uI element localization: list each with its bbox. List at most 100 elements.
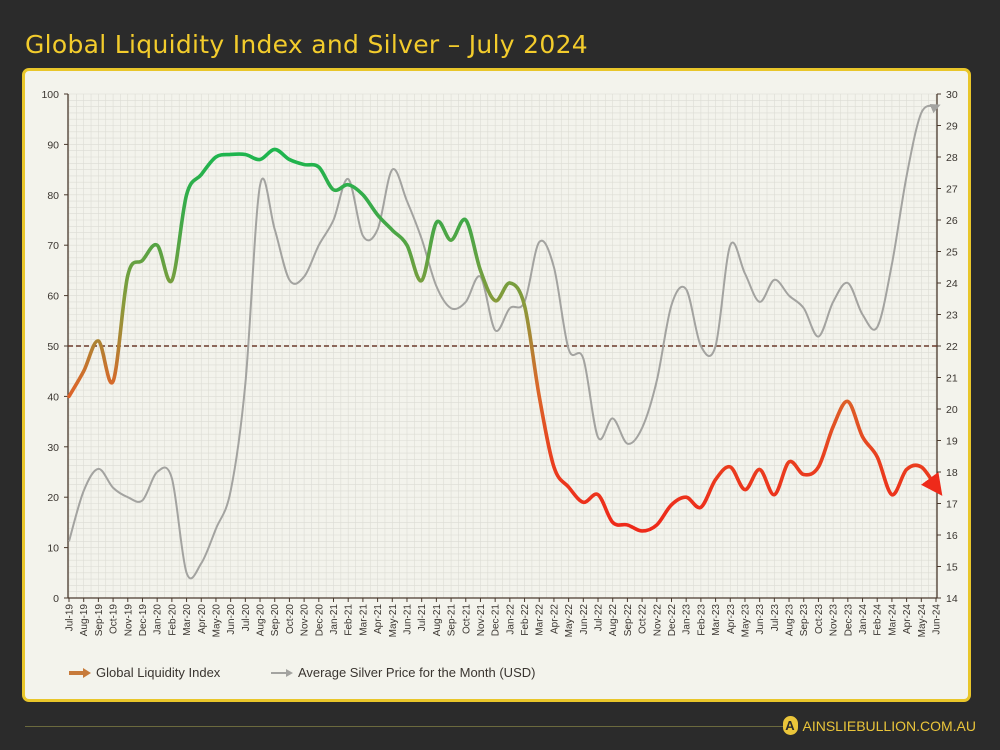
x-tick-label: Aug-23 — [785, 604, 796, 637]
x-tick-label: May-23 — [740, 604, 751, 638]
x-tick-label: Dec-21 — [491, 604, 502, 637]
x-tick-label: Aug-19 — [79, 604, 90, 637]
right-tick-label: 26 — [946, 215, 958, 227]
brand-logo[interactable]: A AINSLIEBULLION.COM.AU — [782, 716, 977, 735]
x-tick-label: Apr-23 — [726, 604, 737, 634]
x-tick-label: Jun-22 — [579, 604, 590, 635]
right-tick-label: 30 — [946, 89, 958, 101]
left-tick-label: 90 — [47, 139, 59, 151]
right-tick-label: 16 — [946, 530, 958, 542]
x-tick-label: May-22 — [564, 604, 575, 638]
right-tick-label: 22 — [946, 341, 958, 353]
x-tick-label: Sep-19 — [94, 604, 105, 637]
x-tick-label: Jan-21 — [329, 604, 340, 635]
x-tick-label: Mar-21 — [358, 604, 369, 636]
x-tick-label: Jun-24 — [932, 604, 943, 635]
right-tick-label: 18 — [946, 467, 958, 479]
grid — [68, 93, 937, 599]
x-tick-label: Dec-23 — [843, 604, 854, 637]
left-tick-label: 40 — [47, 391, 59, 403]
footer-divider — [25, 726, 783, 727]
x-tick-label: Feb-24 — [873, 604, 884, 636]
x-tick-label: Jul-23 — [770, 604, 781, 632]
x-tick-label: Oct-19 — [109, 604, 120, 634]
x-tick-label: Mar-22 — [535, 604, 546, 636]
left-tick-label: 70 — [47, 240, 59, 252]
x-tick-label: May-21 — [388, 604, 399, 638]
legend-item-silver: Average Silver Price for the Month (USD) — [270, 665, 535, 680]
global-liquidity-index-line — [67, 147, 943, 533]
x-tick-label: Aug-22 — [608, 604, 619, 637]
x-tick-label: Feb-21 — [344, 604, 355, 636]
x-tick-label: Jul-19 — [65, 604, 76, 632]
right-tick-label: 17 — [946, 499, 958, 511]
x-tick-label: Dec-19 — [138, 604, 149, 637]
right-tick-label: 29 — [946, 121, 958, 133]
right-tick-label: 27 — [946, 184, 958, 196]
x-tick-label: Sep-22 — [623, 604, 634, 637]
x-tick-label: Aug-20 — [256, 604, 267, 637]
right-tick-label: 28 — [946, 152, 958, 164]
left-tick-label: 0 — [53, 593, 59, 605]
x-tick-label: Apr-22 — [549, 604, 560, 634]
right-tick-label: 19 — [946, 436, 958, 448]
legend-label: Global Liquidity Index — [96, 665, 221, 680]
tick-labels: 0 10 20 30 40 50 60 70 80 90 100 14 15 16 17 18 19 20 21 22… — [41, 89, 957, 637]
x-tick-label: Jan-20 — [153, 604, 164, 635]
x-tick-label: Jan-24 — [858, 604, 869, 635]
x-tick-label: Jun-23 — [755, 604, 766, 635]
right-tick-label: 24 — [946, 278, 958, 290]
x-tick-label: Apr-20 — [197, 604, 208, 634]
x-tick-label: Jul-21 — [417, 604, 428, 632]
right-tick-label: 21 — [946, 373, 958, 385]
x-tick-label: Mar-23 — [711, 604, 722, 636]
right-tick-label: 20 — [946, 404, 958, 416]
x-tick-label: Jul-22 — [594, 604, 605, 632]
x-tick-label: Oct-21 — [461, 604, 472, 634]
x-tick-label: Dec-20 — [314, 604, 325, 637]
series — [67, 103, 943, 580]
page-title: Global Liquidity Index and Silver – July… — [25, 30, 588, 59]
x-tick-label: Apr-21 — [373, 604, 384, 634]
orange-arrow-icon — [69, 667, 91, 678]
right-tick-label: 23 — [946, 310, 958, 322]
x-tick-label: Nov-19 — [123, 604, 134, 637]
x-tick-label: Aug-21 — [432, 604, 443, 637]
x-tick-label: Sep-20 — [270, 604, 281, 637]
legend-item-gli: Global Liquidity Index — [68, 665, 220, 680]
x-tick-label: Feb-20 — [167, 604, 178, 636]
x-tick-label: Oct-23 — [814, 604, 825, 634]
x-tick-label: Nov-21 — [476, 604, 487, 637]
left-tick-label: 80 — [47, 190, 59, 202]
left-tick-label: 30 — [47, 442, 59, 454]
brand-url: AINSLIEBULLION.COM.AU — [802, 717, 977, 734]
logo-icon: A — [782, 716, 798, 735]
x-tick-label: Mar-20 — [182, 604, 193, 636]
grey-arrow-icon — [271, 668, 293, 677]
x-tick-label: May-24 — [917, 604, 928, 638]
right-tick-label: 15 — [946, 562, 958, 574]
chart-card — [22, 68, 971, 702]
left-tick-label: 10 — [47, 543, 59, 555]
x-tick-label: Dec-22 — [667, 604, 678, 637]
x-tick-label: Oct-20 — [285, 604, 296, 634]
x-tick-label: Feb-23 — [696, 604, 707, 636]
x-tick-label: Jan-22 — [505, 604, 516, 635]
right-tick-label: 25 — [946, 247, 958, 259]
x-tick-label: Sep-23 — [799, 604, 810, 637]
right-tick-label: 14 — [946, 593, 958, 605]
x-tick-label: Nov-23 — [829, 604, 840, 637]
x-tick-label: Nov-22 — [652, 604, 663, 637]
x-tick-label: Apr-24 — [902, 604, 913, 634]
x-tick-label: Jun-21 — [402, 604, 413, 635]
x-tick-label: Sep-21 — [447, 604, 458, 637]
left-tick-label: 50 — [47, 341, 59, 353]
x-tick-label: Feb-22 — [520, 604, 531, 636]
x-tick-label: Nov-20 — [300, 604, 311, 637]
left-tick-label: 100 — [41, 89, 59, 101]
x-tick-label: Jul-20 — [241, 604, 252, 632]
left-tick-label: 60 — [47, 291, 59, 303]
silver-price-line — [68, 103, 941, 580]
left-tick-label: 20 — [47, 492, 59, 504]
